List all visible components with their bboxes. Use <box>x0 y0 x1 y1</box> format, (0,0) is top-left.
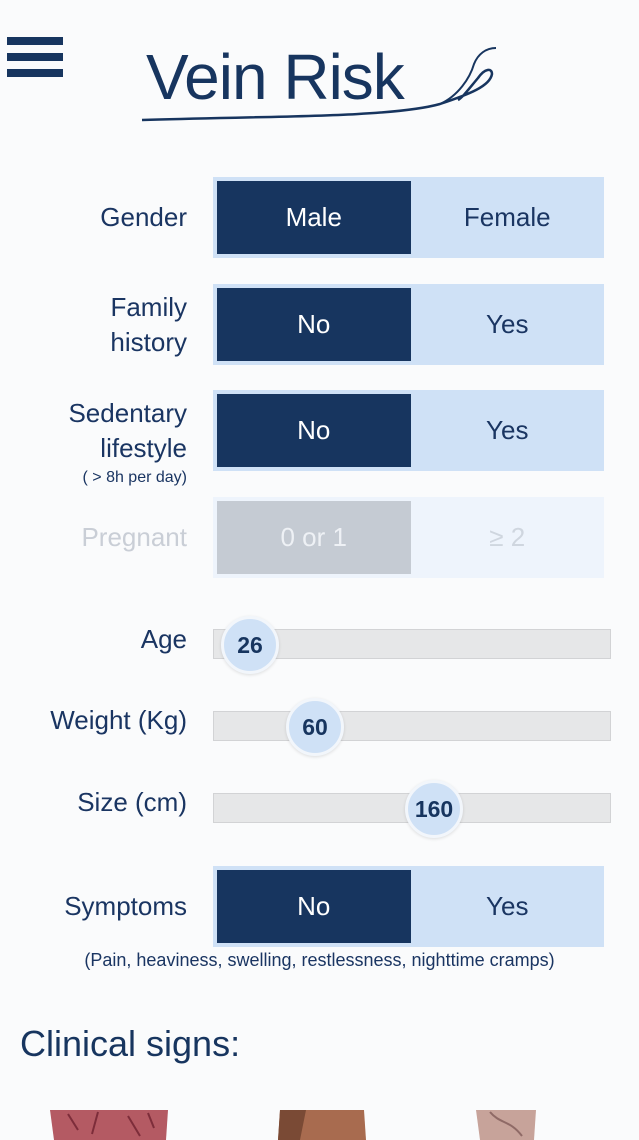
clinical-sign-image-1[interactable] <box>48 1110 170 1140</box>
menu-icon[interactable] <box>7 37 63 81</box>
size-slider-knob[interactable]: 160 <box>405 780 463 838</box>
weight-slider-knob[interactable]: 60 <box>286 698 344 756</box>
sedentary-note: ( > 8h per day) <box>82 469 188 486</box>
gender-option-male[interactable]: Male <box>217 181 411 254</box>
weight-slider-track[interactable] <box>213 711 611 741</box>
pregnant-option-2-plus: ≥ 2 <box>489 522 526 552</box>
age-slider-knob[interactable]: 26 <box>221 616 279 674</box>
size-label: Size (cm) <box>77 787 187 817</box>
pregnant-toggle: 0 or 1 ≥ 2 <box>213 497 604 578</box>
family-history-option-no[interactable]: No <box>217 288 411 361</box>
sedentary-option-no[interactable]: No <box>217 394 411 467</box>
age-label: Age <box>140 624 187 654</box>
symptoms-label: Symptoms <box>64 891 187 921</box>
pregnant-label: Pregnant <box>81 522 187 552</box>
logo-text: Vein Risk <box>146 41 405 113</box>
symptoms-note: (Pain, heaviness, swelling, restlessness… <box>84 950 555 970</box>
gender-option-female[interactable]: Female <box>463 202 551 232</box>
symptoms-option-yes[interactable]: Yes <box>486 891 529 921</box>
sedentary-label-line1: Sedentary <box>68 398 187 428</box>
logo-swoosh-icon <box>141 47 497 122</box>
clinical-signs-title: Clinical signs: <box>20 1023 241 1064</box>
family-history-toggle: No Yes <box>213 284 604 365</box>
gender-label: Gender <box>100 202 187 232</box>
symptoms-toggle: No Yes <box>213 866 604 947</box>
clinical-sign-image-3[interactable] <box>470 1110 542 1140</box>
sedentary-toggle: No Yes <box>213 390 604 471</box>
pregnant-option-0-or-1: 0 or 1 <box>217 501 411 574</box>
app-logo: Vein Risk <box>140 38 500 128</box>
family-history-option-yes[interactable]: Yes <box>486 309 529 339</box>
family-history-label-line1: Family <box>110 292 187 322</box>
symptoms-option-no[interactable]: No <box>217 870 411 943</box>
age-slider-track[interactable] <box>213 629 611 659</box>
clinical-sign-image-2[interactable] <box>276 1110 368 1140</box>
sedentary-label-line2: lifestyle <box>100 433 187 463</box>
sedentary-option-yes[interactable]: Yes <box>486 415 529 445</box>
gender-toggle: Male Female <box>213 177 604 258</box>
family-history-label-line2: history <box>110 327 187 357</box>
weight-label: Weight (Kg) <box>50 705 187 735</box>
